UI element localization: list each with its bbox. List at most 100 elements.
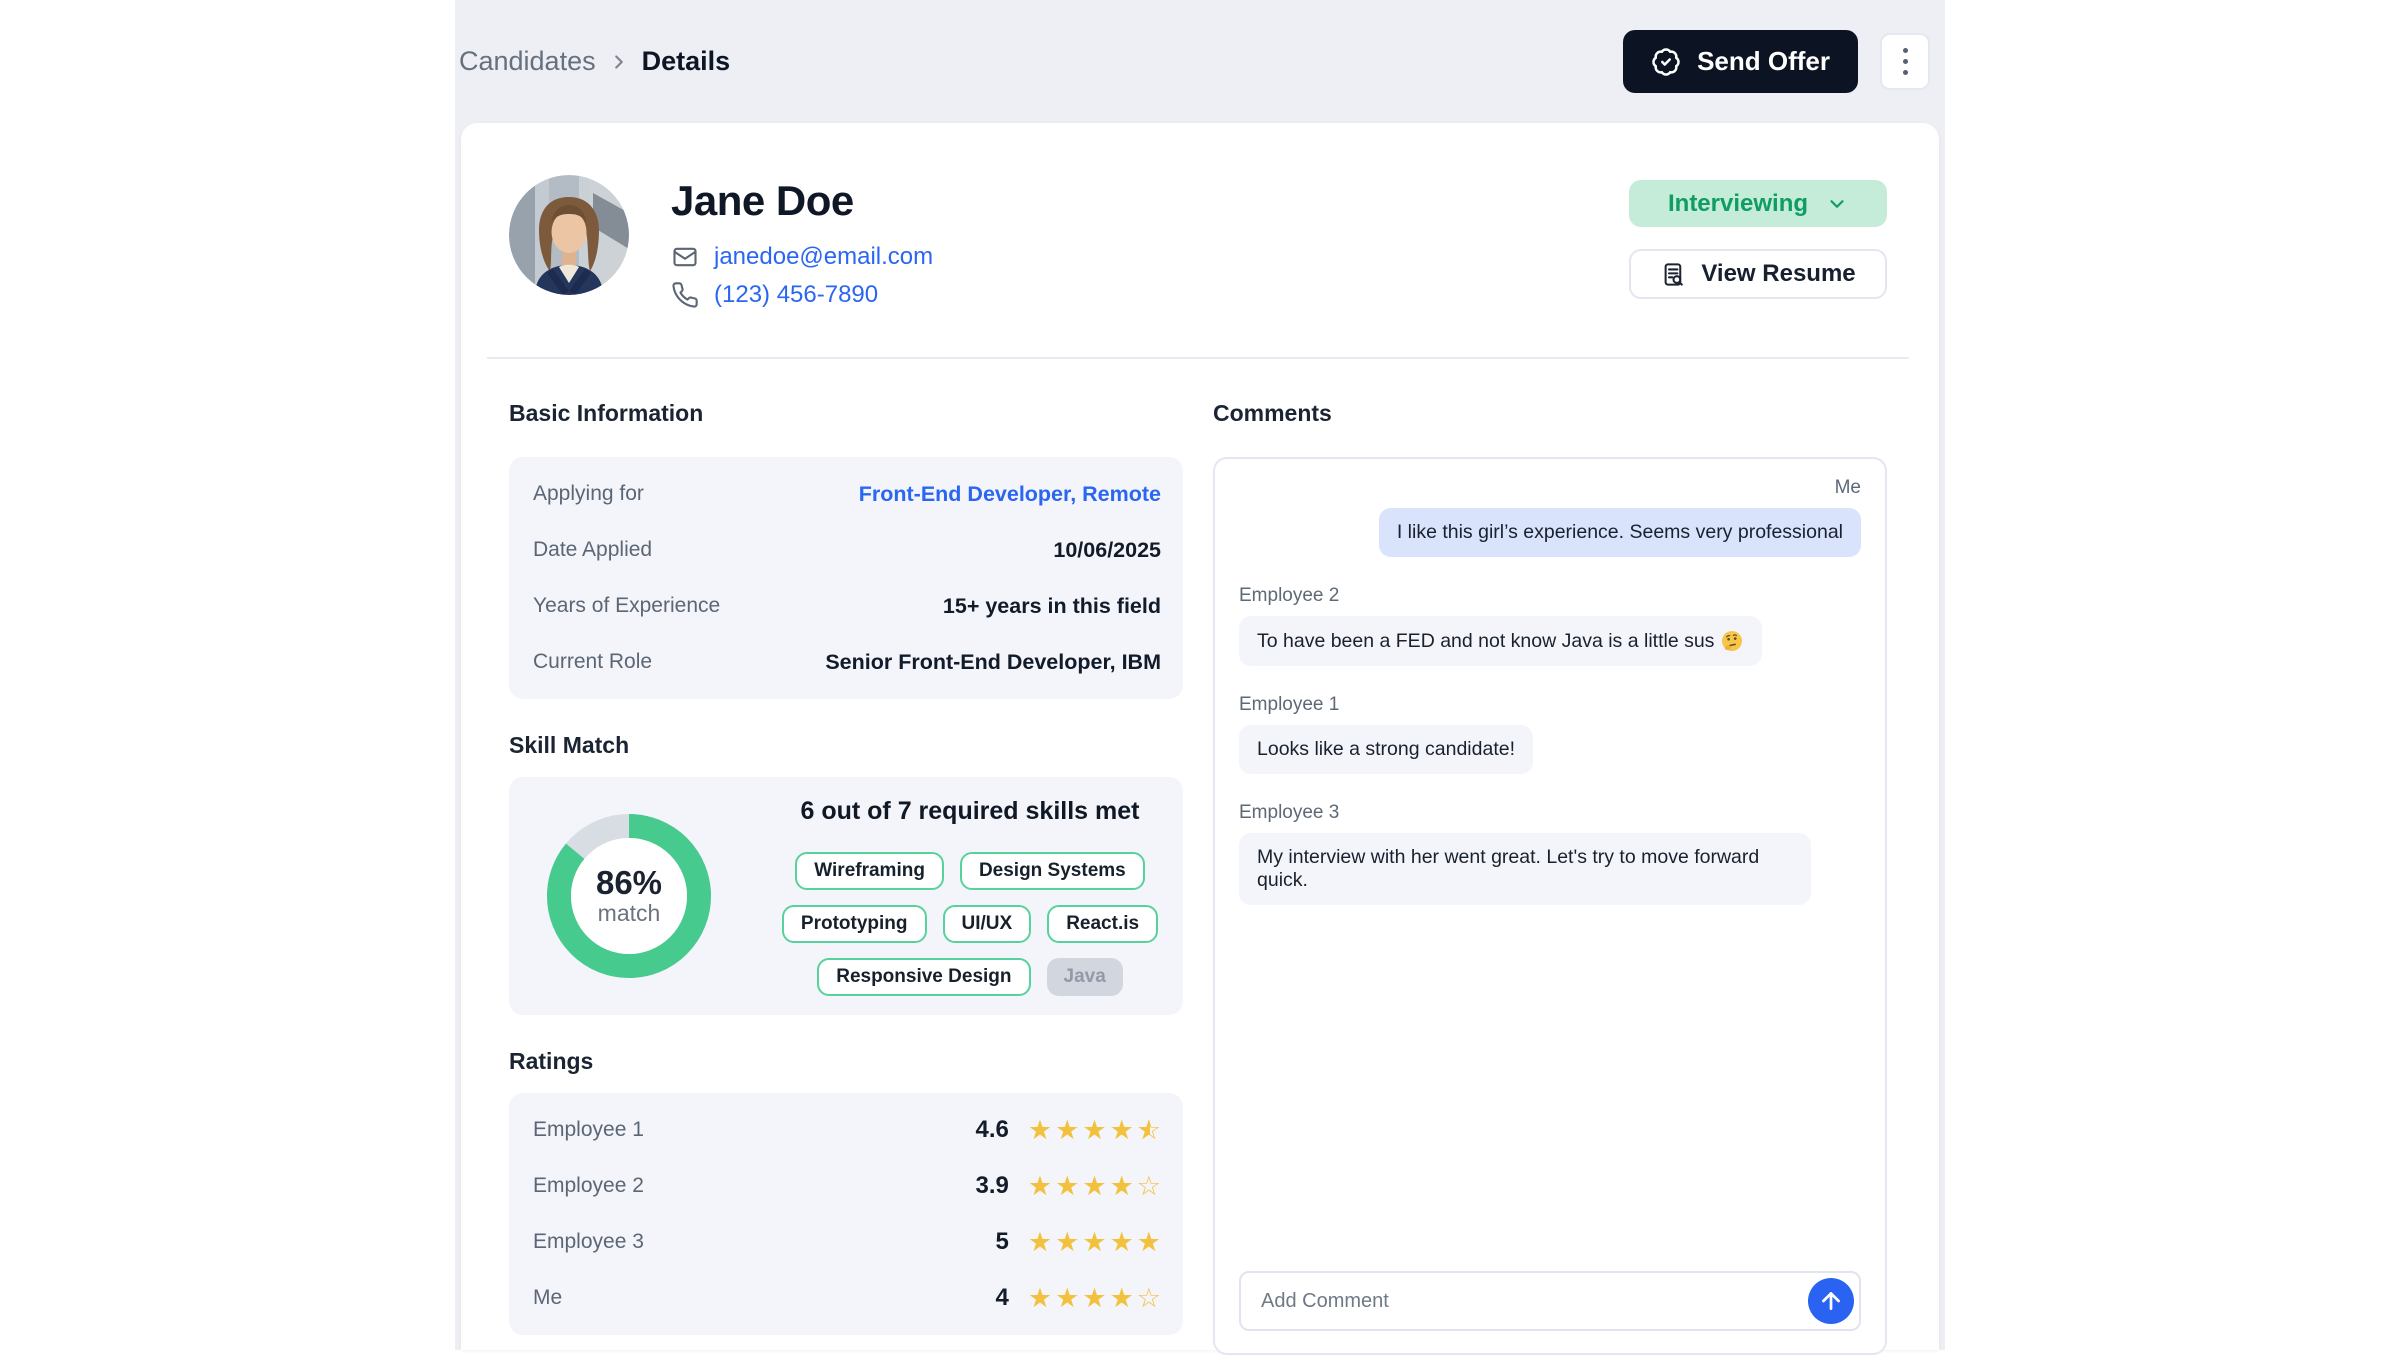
- applying-for-link[interactable]: Front-End Developer, Remote: [858, 481, 1161, 506]
- chevron-right-icon: [608, 51, 630, 73]
- match-percent: 86%: [595, 863, 663, 901]
- skill-chip: React.is: [1047, 904, 1159, 943]
- send-offer-label: Send Offer: [1697, 46, 1830, 76]
- phone-icon: [671, 281, 699, 309]
- basic-info-title: Basic Information: [509, 400, 704, 426]
- kebab-dot: [1902, 59, 1908, 64]
- ratings-box: Employee 1 4.6 ★ ★ ★ ★ ☆ ★ Employee 2 3.9 ★ ★ ★ ★ ☆ Emp…: [509, 1093, 1183, 1335]
- comment-text: My interview with her went great. Let's …: [1257, 846, 1760, 891]
- rating-display: 4 ★ ★ ★ ★ ☆: [996, 1284, 1161, 1312]
- comment-author: Employee 2: [1239, 585, 1340, 606]
- left-column: Basic Information Applying for Front-End …: [509, 399, 1183, 1355]
- comment-author: Me: [1834, 477, 1861, 498]
- top-bar: Candidates Details Send Offer: [455, 0, 1945, 123]
- status-label: Interviewing: [1667, 189, 1809, 217]
- half-fill: ★: [1136, 1116, 1150, 1144]
- full-star-icon: ★: [1109, 1226, 1134, 1258]
- full-star-icon: ★: [1055, 1282, 1080, 1314]
- full-star-icon: ★: [1136, 1226, 1161, 1258]
- star-rating: ★ ★ ★ ★ ★: [1025, 1229, 1161, 1256]
- breadcrumb: Candidates Details: [459, 46, 730, 77]
- comment-text: I like this girl’s experience. Seems ver…: [1396, 521, 1843, 543]
- full-star-icon: ★: [1055, 1170, 1080, 1202]
- comments-list: Me I like this girl’s experience. Seems v…: [1239, 477, 1861, 1271]
- info-label: Applying for: [533, 482, 644, 505]
- rating-label: Employee 2: [533, 1174, 644, 1197]
- info-label: Current Role: [533, 650, 653, 673]
- info-label: Date Applied: [533, 538, 653, 561]
- email-link[interactable]: janedoe@email.com: [714, 243, 934, 270]
- breadcrumb-candidates[interactable]: Candidates: [459, 46, 596, 76]
- match-label: match: [597, 899, 661, 926]
- comment-message: Employee 2 To have been a FED and not kno…: [1239, 585, 1861, 666]
- view-resume-label: View Resume: [1701, 260, 1856, 287]
- empty-star-icon: ☆: [1136, 1170, 1161, 1202]
- more-options-button[interactable]: [1880, 33, 1930, 90]
- full-star-icon: ★: [1109, 1114, 1134, 1146]
- rating-label: Employee 1: [533, 1118, 644, 1141]
- full-star-icon: ★: [1055, 1226, 1080, 1258]
- comment-message: Employee 3 My interview with her went gre…: [1239, 802, 1861, 905]
- thinking-emoji: [1720, 629, 1744, 653]
- donut-center: 86% match: [545, 812, 713, 980]
- full-star-icon: ★: [1027, 1226, 1053, 1258]
- mail-icon: [671, 243, 699, 271]
- comment-message: Me I like this girl’s experience. Seems v…: [1239, 477, 1861, 557]
- rating-row: Employee 3 5 ★ ★ ★ ★ ★: [533, 1214, 1161, 1270]
- rating-row: Employee 1 4.6 ★ ★ ★ ★ ☆ ★: [533, 1102, 1161, 1158]
- skill-chip: Responsive Design: [817, 957, 1031, 996]
- info-value: Senior Front-End Developer, IBM: [825, 649, 1161, 674]
- candidate-card: Jane Doe janedoe@email.com (123) 456-789…: [461, 123, 1939, 1355]
- phone-link[interactable]: (123) 456-7890: [714, 281, 879, 308]
- star-rating: ★ ★ ★ ★ ☆: [1025, 1285, 1161, 1312]
- skill-match-donut: 86% match: [545, 812, 713, 980]
- profile-identity: Jane Doe janedoe@email.com (123) 456-789…: [671, 175, 933, 309]
- rating-value: 4: [995, 1284, 1009, 1311]
- empty-star-icon: ☆: [1136, 1282, 1161, 1314]
- star-rating: ★ ★ ★ ★ ☆: [1025, 1173, 1161, 1200]
- comment-bubble: To have been a FED and not know Java is …: [1239, 616, 1763, 666]
- skill-chips: Wireframing Design Systems Prototyping UI/U…: [757, 851, 1183, 996]
- ratings-title: Ratings: [509, 1048, 594, 1074]
- email-row: janedoe@email.com: [671, 243, 933, 271]
- divider: [487, 357, 1909, 359]
- comment-author: Employee 1: [1239, 694, 1340, 715]
- status-dropdown[interactable]: Interviewing: [1629, 180, 1887, 227]
- profile-header: Jane Doe janedoe@email.com (123) 456-789…: [509, 175, 1887, 309]
- skill-match-title: Skill Match: [509, 732, 630, 758]
- skill-match-box: 86% match 6 out of 7 required skills met…: [509, 777, 1183, 1015]
- file-search-icon: [1660, 261, 1687, 288]
- rating-display: 5 ★ ★ ★ ★ ★: [996, 1228, 1161, 1256]
- rating-value: 5: [995, 1228, 1009, 1255]
- rating-label: Me: [533, 1286, 563, 1309]
- right-column: Comments Me I like this girl’s experience…: [1213, 399, 1887, 1355]
- skill-chip: UI/UX: [942, 904, 1032, 943]
- info-value: 15+ years in this field: [942, 593, 1161, 618]
- full-star-icon: ★: [1027, 1282, 1053, 1314]
- comment-text: Looks like a strong candidate!: [1257, 738, 1515, 760]
- comment-author: Employee 3: [1239, 802, 1340, 823]
- view-resume-button[interactable]: View Resume: [1629, 249, 1887, 299]
- add-comment-input[interactable]: [1239, 1271, 1861, 1331]
- arrow-up-icon: [1818, 1288, 1844, 1314]
- comment-bubble: I like this girl’s experience. Seems ver…: [1378, 508, 1861, 557]
- full-star-icon: ★: [1082, 1282, 1107, 1314]
- kebab-dot: [1902, 48, 1908, 53]
- skill-chip: Design Systems: [959, 851, 1145, 890]
- rating-value: 3.9: [975, 1172, 1009, 1199]
- kebab-dot: [1902, 70, 1908, 75]
- full-star-icon: ★: [1082, 1114, 1107, 1146]
- full-star-icon: ★: [1082, 1226, 1107, 1258]
- basic-info-box: Applying for Front-End Developer, Remote D…: [509, 457, 1183, 699]
- info-label: Years of Experience: [533, 594, 721, 617]
- comment-text: To have been a FED and not know Java is …: [1257, 629, 1715, 652]
- topbar-actions: Send Offer: [1623, 30, 1930, 93]
- skill-chip: Prototyping: [781, 904, 927, 943]
- profile-actions: Interviewing View Resume: [1629, 175, 1887, 299]
- chevron-down-icon: [1826, 193, 1848, 215]
- app-shell: Candidates Details Send Offer: [455, 0, 1945, 1355]
- send-comment-button[interactable]: [1808, 1278, 1854, 1324]
- skill-chip: Wireframing: [795, 851, 944, 890]
- half-star-icon: ☆ ★: [1136, 1114, 1161, 1146]
- send-offer-button[interactable]: Send Offer: [1623, 30, 1858, 93]
